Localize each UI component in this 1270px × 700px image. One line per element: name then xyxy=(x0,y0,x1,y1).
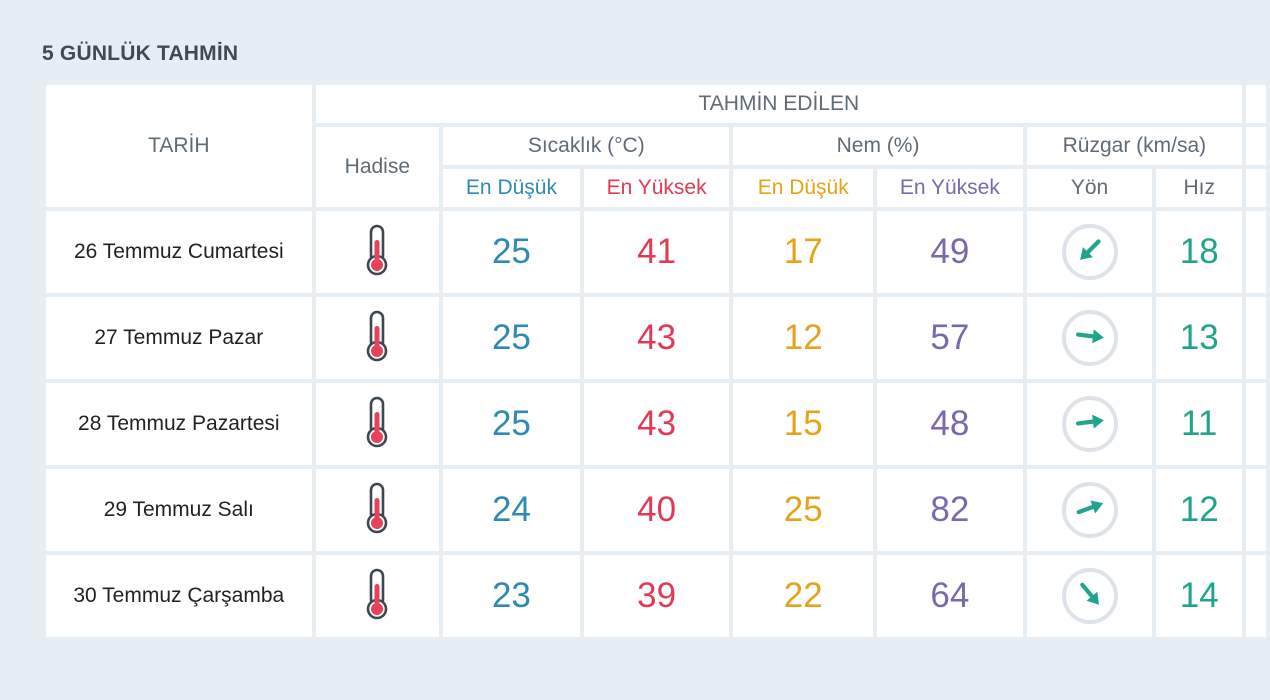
wind-speed-cell: 14 xyxy=(1156,555,1243,637)
header-overflow-cell xyxy=(1246,85,1266,123)
temp-min-header: En Düşük xyxy=(443,169,580,207)
header-overflow-cell xyxy=(1246,127,1266,165)
thermometer-icon xyxy=(364,396,390,453)
thermometer-icon xyxy=(364,568,390,625)
forecast-row: 28 Temmuz Pazartesi 25 43 15 48 11 xyxy=(46,383,1266,465)
wind-direction-dial xyxy=(1061,482,1118,538)
condition-cell xyxy=(315,297,440,379)
row-overflow-cell xyxy=(1246,383,1266,465)
thermometer-icon xyxy=(364,482,390,539)
humidity-max-cell: 82 xyxy=(877,469,1023,551)
humidity-max-cell: 48 xyxy=(877,383,1023,465)
condition-cell xyxy=(315,211,440,293)
humidity-min-cell: 15 xyxy=(733,383,874,465)
humidity-min-header: En Düşük xyxy=(733,169,874,207)
header-overflow-cell xyxy=(1246,169,1266,207)
date-cell: 29 Temmuz Salı xyxy=(46,469,312,551)
wind-direction-cell xyxy=(1026,469,1153,551)
wind-speed-cell: 18 xyxy=(1156,211,1243,293)
wind-direction-cell xyxy=(1026,555,1153,637)
temp-min-cell: 25 xyxy=(443,211,580,293)
arrow-right-icon xyxy=(1071,403,1109,446)
wind-direction-dial xyxy=(1061,310,1118,366)
date-header: TARİH xyxy=(46,85,312,207)
wind-speed-cell: 13 xyxy=(1156,297,1243,379)
temp-min-cell: 24 xyxy=(443,469,580,551)
wind-speed-header: Hız xyxy=(1156,169,1243,207)
temp-max-cell: 43 xyxy=(583,297,730,379)
temperature-header: Sıcaklık (°C) xyxy=(443,127,730,165)
condition-header: Hadise xyxy=(315,127,440,207)
arrow-up-right-icon xyxy=(1071,489,1109,532)
forecast-table: TARİH TAHMİN EDİLEN Hadise Sıcaklık (°C)… xyxy=(42,81,1270,641)
wind-direction-dial xyxy=(1061,568,1118,624)
wind-speed-cell: 11 xyxy=(1156,383,1243,465)
humidity-max-cell: 57 xyxy=(877,297,1023,379)
section-title: 5 GÜNLÜK TAHMİN xyxy=(42,42,239,65)
wind-direction-cell xyxy=(1026,211,1153,293)
wind-direction-dial xyxy=(1061,224,1118,280)
humidity-min-cell: 12 xyxy=(733,297,874,379)
humidity-max-cell: 64 xyxy=(877,555,1023,637)
date-cell: 28 Temmuz Pazartesi xyxy=(46,383,312,465)
wind-speed-cell: 12 xyxy=(1156,469,1243,551)
humidity-min-cell: 25 xyxy=(733,469,874,551)
arrow-down-left-icon xyxy=(1071,231,1109,274)
humidity-header: Nem (%) xyxy=(733,127,1023,165)
date-cell: 30 Temmuz Çarşamba xyxy=(46,555,312,637)
arrow-down-right-icon xyxy=(1071,575,1109,618)
humidity-max-header: En Yüksek xyxy=(877,169,1023,207)
wind-direction-dial xyxy=(1061,396,1118,452)
temp-max-cell: 39 xyxy=(583,555,730,637)
temp-min-cell: 25 xyxy=(443,383,580,465)
row-overflow-cell xyxy=(1246,297,1266,379)
temp-max-cell: 40 xyxy=(583,469,730,551)
wind-direction-header: Yön xyxy=(1026,169,1153,207)
humidity-min-cell: 17 xyxy=(733,211,874,293)
humidity-min-cell: 22 xyxy=(733,555,874,637)
forecast-row: 26 Temmuz Cumartesi 25 41 17 49 18 xyxy=(46,211,1266,293)
row-overflow-cell xyxy=(1246,555,1266,637)
wind-direction-cell xyxy=(1026,297,1153,379)
condition-cell xyxy=(315,555,440,637)
thermometer-icon xyxy=(364,224,390,281)
temp-min-cell: 25 xyxy=(443,297,580,379)
forecast-row: 29 Temmuz Salı 24 40 25 82 12 xyxy=(46,469,1266,551)
wind-header: Rüzgar (km/sa) xyxy=(1026,127,1243,165)
date-cell: 27 Temmuz Pazar xyxy=(46,297,312,379)
condition-cell xyxy=(315,383,440,465)
forecast-row: 27 Temmuz Pazar 25 43 12 57 13 xyxy=(46,297,1266,379)
humidity-max-cell: 49 xyxy=(877,211,1023,293)
arrow-right-icon xyxy=(1071,317,1109,360)
row-overflow-cell xyxy=(1246,211,1266,293)
temp-max-header: En Yüksek xyxy=(583,169,730,207)
wind-direction-cell xyxy=(1026,383,1153,465)
thermometer-icon xyxy=(364,310,390,367)
forecast-group-header: TAHMİN EDİLEN xyxy=(315,85,1243,123)
condition-cell xyxy=(315,469,440,551)
temp-min-cell: 23 xyxy=(443,555,580,637)
forecast-row: 30 Temmuz Çarşamba 23 39 22 64 14 xyxy=(46,555,1266,637)
temp-max-cell: 43 xyxy=(583,383,730,465)
row-overflow-cell xyxy=(1246,469,1266,551)
temp-max-cell: 41 xyxy=(583,211,730,293)
date-cell: 26 Temmuz Cumartesi xyxy=(46,211,312,293)
